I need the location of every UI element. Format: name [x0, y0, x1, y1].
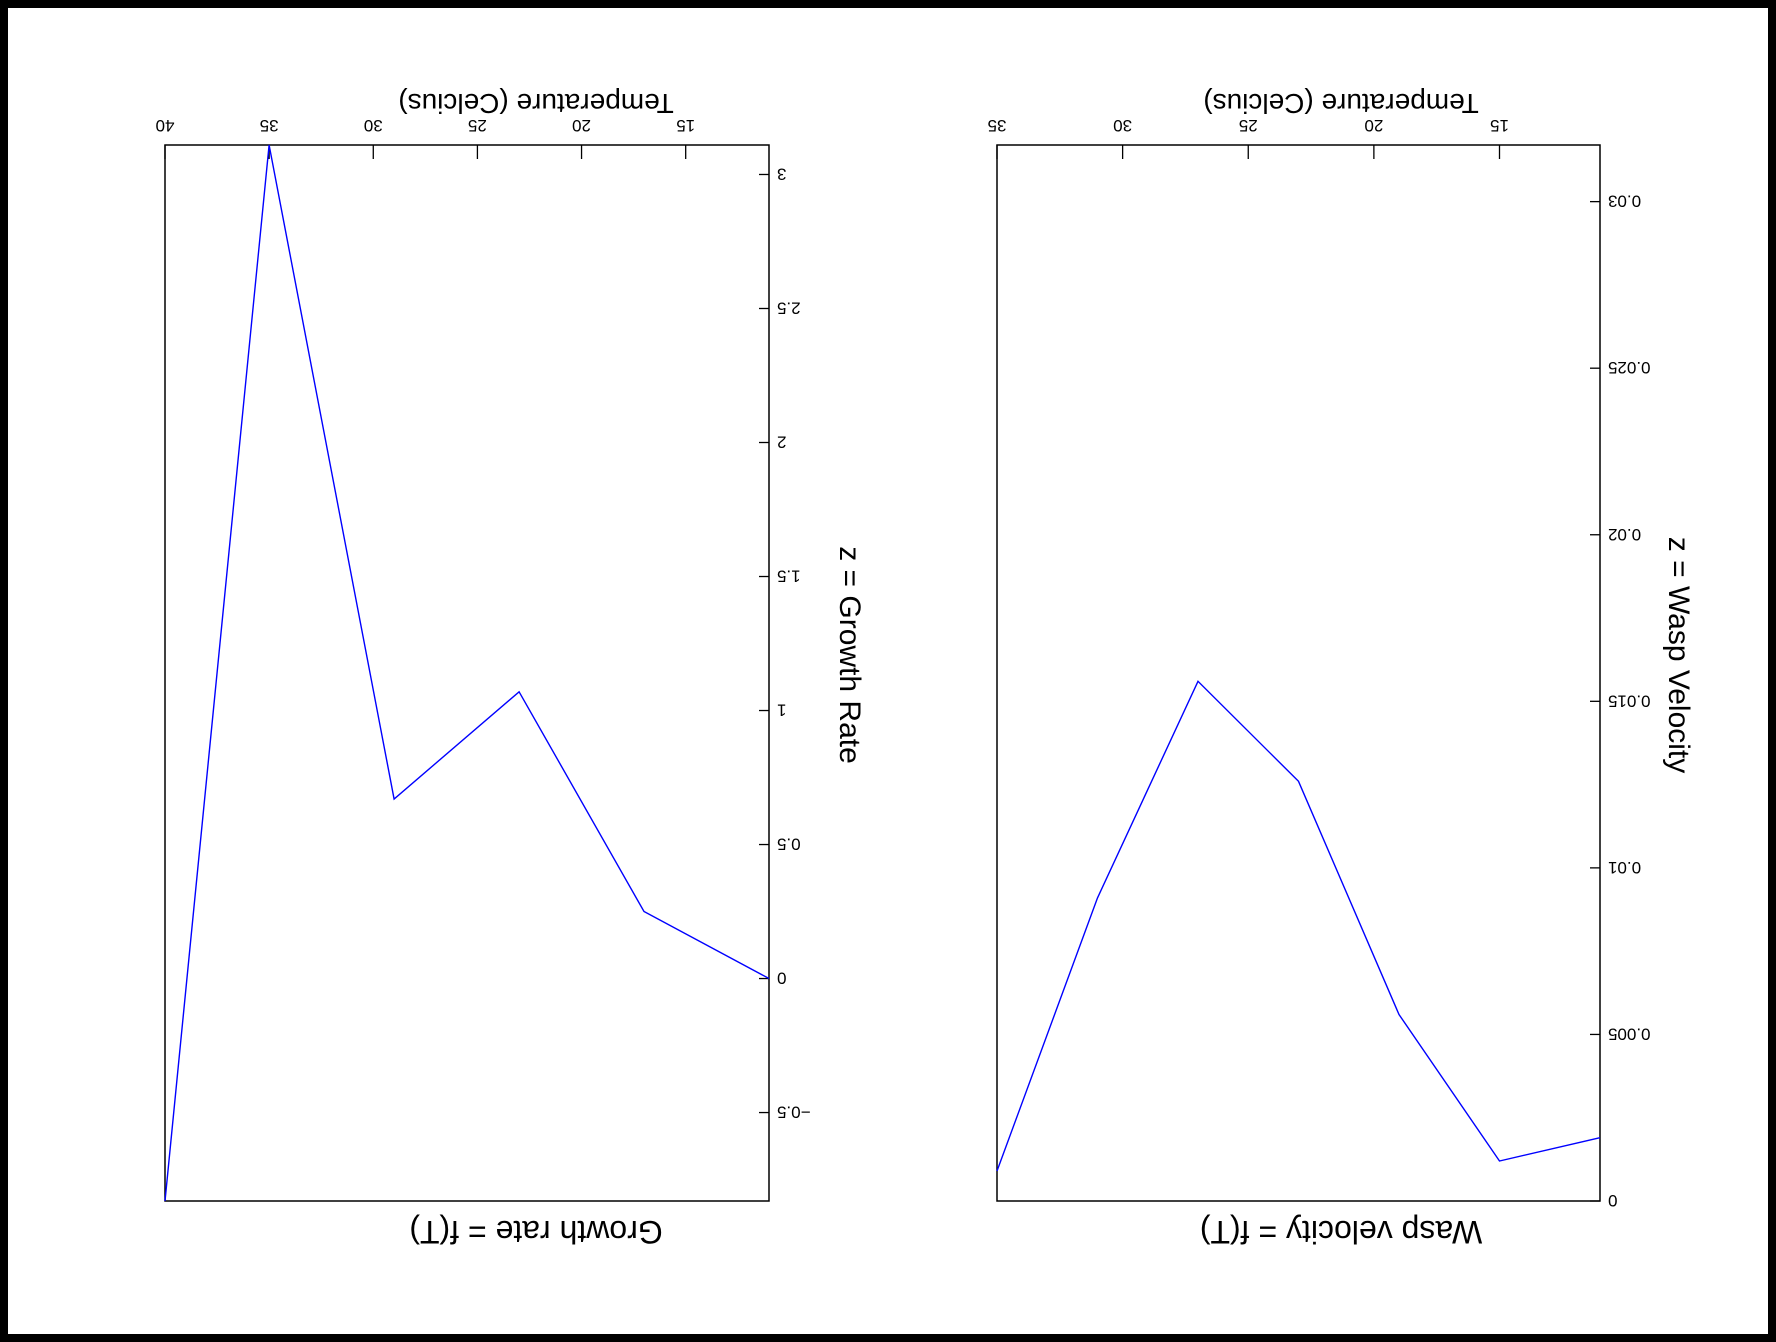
- growth-rate-x-tick-label: 15: [676, 116, 695, 135]
- wasp-velocity-x-tick-label: 35: [988, 116, 1007, 135]
- growth-rate-x-tick-label: 40: [156, 116, 175, 135]
- wasp-velocity-y-tick-label: 0.02: [1608, 525, 1641, 544]
- wasp-velocity-plot-area: [996, 144, 1601, 1202]
- growth-rate-x-tick-label: 30: [364, 116, 383, 135]
- wasp-velocity-x-tick-label: 30: [1113, 116, 1132, 135]
- growth-rate-y-tick-label: 1: [777, 701, 786, 720]
- wasp-velocity-y-axis-label: z = Wasp Velocity: [1662, 537, 1695, 773]
- growth-rate-panel: Growth rate = f(T) 15 20 25 30 35 40 −0.5 0 0.5…: [156, 88, 866, 1250]
- wasp-velocity-x-ticks: 15 20 25 30 35: [988, 116, 1509, 159]
- growth-rate-y-tick-label: 1.5: [777, 567, 801, 586]
- growth-rate-y-tick-label: 3: [777, 164, 786, 183]
- growth-rate-x-ticks: 15 20 25 30 35 40: [156, 116, 695, 159]
- growth-rate-x-tick-label: 20: [572, 116, 591, 135]
- wasp-velocity-x-tick-label: 25: [1239, 116, 1258, 135]
- wasp-velocity-title: Wasp velocity = f(T): [1200, 1214, 1482, 1250]
- wasp-velocity-y-tick-label: 0.005: [1608, 1024, 1651, 1043]
- growth-rate-x-tick-label: 25: [468, 116, 487, 135]
- wasp-velocity-y-tick-label: 0: [1608, 1191, 1617, 1210]
- growth-rate-x-axis-label: Temperature (Celcius): [398, 88, 673, 119]
- growth-rate-y-tick-label: 2: [777, 433, 786, 452]
- growth-rate-title: Growth rate = f(T): [409, 1214, 662, 1250]
- wasp-velocity-x-tick-label: 20: [1364, 116, 1383, 135]
- wasp-velocity-x-axis-label: Temperature (Celcius): [1203, 88, 1478, 119]
- wasp-velocity-series-line: [996, 680, 1601, 1172]
- wasp-velocity-y-tick-label: 0.025: [1608, 358, 1651, 377]
- growth-rate-y-tick-label: 0.5: [777, 835, 801, 854]
- wasp-velocity-x-tick-label: 15: [1490, 116, 1509, 135]
- wasp-velocity-y-tick-label: 0.015: [1608, 691, 1651, 710]
- growth-rate-y-tick-label: 0: [777, 969, 786, 988]
- growth-rate-plot-area: [164, 144, 770, 1202]
- wasp-velocity-panel: Wasp velocity = f(T) 15 20 25 30 35 0 0.005 0.…: [988, 88, 1695, 1250]
- growth-rate-y-axis-label: z = Growth Rate: [833, 546, 866, 764]
- growth-rate-series-line: [164, 144, 770, 1202]
- growth-rate-x-tick-label: 35: [260, 116, 279, 135]
- wasp-velocity-y-ticks: 0 0.005 0.01 0.015 0.02 0.025 0.03: [1590, 192, 1651, 1210]
- growth-rate-y-tick-label: −0.5: [777, 1103, 811, 1122]
- growth-rate-y-tick-label: 2.5: [777, 298, 801, 317]
- growth-rate-y-ticks: −0.5 0 0.5 1 1.5 2 2.5 3: [759, 164, 811, 1122]
- wasp-velocity-y-tick-label: 0.03: [1608, 192, 1641, 211]
- wasp-velocity-y-tick-label: 0.01: [1608, 858, 1641, 877]
